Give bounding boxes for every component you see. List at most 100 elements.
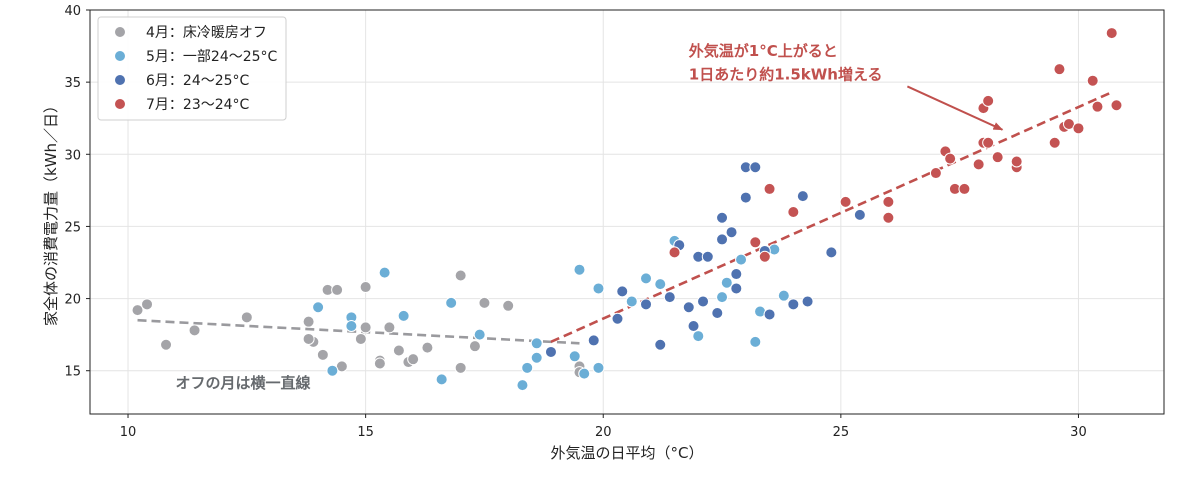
- data-point: [1105, 27, 1118, 40]
- annotation-text: オフの月は横一直線: [176, 374, 311, 392]
- data-point: [839, 195, 852, 208]
- data-point: [530, 351, 543, 364]
- data-point: [578, 367, 591, 380]
- data-point: [587, 334, 600, 347]
- data-point: [1072, 122, 1085, 135]
- x-axis-title: 外気温の日平均（°C）: [551, 444, 704, 462]
- data-point: [454, 269, 467, 282]
- y-tick-label: 15: [64, 365, 81, 380]
- y-tick-label: 25: [64, 220, 81, 235]
- data-points: [131, 27, 1123, 392]
- data-point: [692, 330, 705, 343]
- data-point: [397, 309, 410, 322]
- data-point: [796, 190, 809, 203]
- data-point: [592, 282, 605, 295]
- data-point: [625, 295, 638, 308]
- data-point: [725, 226, 738, 239]
- data-point: [787, 298, 800, 311]
- data-point: [468, 340, 481, 353]
- data-point: [1110, 99, 1123, 112]
- data-point: [573, 263, 586, 276]
- data-point: [853, 208, 866, 221]
- data-point: [544, 345, 557, 358]
- data-point: [730, 268, 743, 281]
- legend-marker: [114, 26, 126, 38]
- y-tick-label: 40: [64, 4, 81, 19]
- data-point: [331, 283, 344, 296]
- data-point: [749, 236, 762, 249]
- data-point: [716, 211, 729, 224]
- trend-line: [137, 318, 580, 345]
- data-point: [720, 276, 733, 289]
- data-point: [758, 250, 771, 263]
- data-point: [530, 337, 543, 350]
- data-point: [716, 233, 729, 246]
- y-axis-title: 家全体の消費電力量（kWh／日）: [42, 98, 60, 326]
- annotation-arrow: [906, 85, 1004, 131]
- data-point: [654, 278, 667, 291]
- data-point: [982, 136, 995, 149]
- data-point: [421, 341, 434, 354]
- data-point: [316, 348, 329, 361]
- plot-frame: [89, 9, 1165, 415]
- x-tick-label: 10: [120, 425, 137, 440]
- x-tick-label: 20: [595, 425, 612, 440]
- data-point: [454, 361, 467, 374]
- data-point: [160, 338, 173, 351]
- data-point: [735, 253, 748, 266]
- data-point: [640, 298, 653, 311]
- data-point: [521, 361, 534, 374]
- data-point: [407, 353, 420, 366]
- data-point: [982, 94, 995, 107]
- data-point: [326, 364, 339, 377]
- data-point: [668, 246, 681, 259]
- data-point: [1091, 100, 1104, 113]
- data-point: [359, 281, 372, 294]
- legend-box: [97, 16, 287, 121]
- data-point: [701, 250, 714, 263]
- annotation-text: 外気温が1°C上がると: [688, 42, 838, 60]
- x-tick-label: 15: [357, 425, 374, 440]
- x-tick-label: 30: [1070, 425, 1087, 440]
- legend-label: 7月：23〜24°C: [146, 97, 250, 113]
- data-point: [616, 285, 629, 298]
- data-point: [392, 344, 405, 357]
- data-point: [568, 350, 581, 363]
- data-point: [1086, 74, 1099, 87]
- legend-marker: [114, 50, 126, 62]
- data-point: [131, 304, 144, 317]
- data-point: [473, 328, 486, 341]
- data-point: [944, 152, 957, 165]
- data-point: [739, 191, 752, 204]
- data-point: [801, 295, 814, 308]
- legend-label: 4月：床冷暖房オフ: [146, 25, 267, 41]
- data-point: [697, 295, 710, 308]
- data-point: [478, 296, 491, 309]
- data-point: [749, 335, 762, 348]
- data-point: [716, 291, 729, 304]
- data-point: [991, 151, 1004, 164]
- tick-labels: 10 15 20 25 30 15 20 25 30 35 40: [64, 4, 1086, 440]
- data-point: [188, 324, 201, 337]
- data-point: [882, 211, 895, 224]
- data-point: [611, 312, 624, 325]
- y-tick-label: 30: [64, 148, 81, 163]
- legend-marker: [114, 98, 126, 110]
- data-point: [383, 321, 396, 334]
- x-tick-label: 25: [833, 425, 850, 440]
- data-point: [958, 182, 971, 195]
- data-point: [1053, 63, 1066, 76]
- data-point: [654, 338, 667, 351]
- y-tick-label: 20: [64, 293, 81, 308]
- data-point: [302, 332, 315, 345]
- data-point: [787, 206, 800, 218]
- data-point: [378, 266, 391, 279]
- data-point: [763, 182, 776, 195]
- data-point: [777, 289, 790, 302]
- data-point: [345, 319, 358, 332]
- data-point: [240, 311, 253, 324]
- data-point: [516, 379, 529, 392]
